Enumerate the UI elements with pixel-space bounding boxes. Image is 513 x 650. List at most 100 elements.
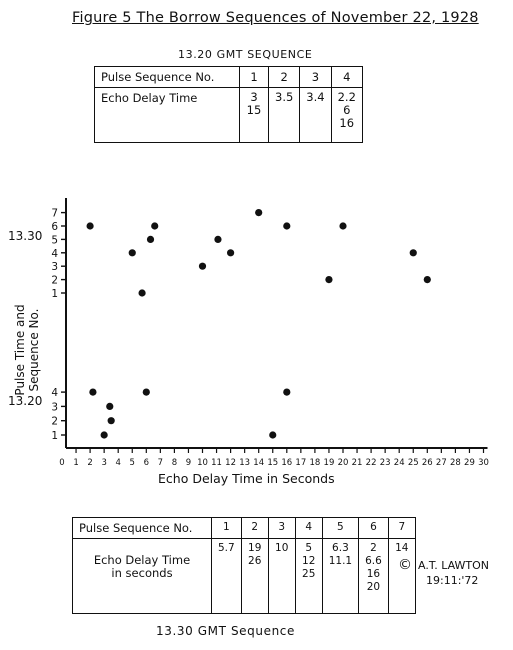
- x-tick-label: 4: [115, 458, 120, 468]
- x-tick-label: 21: [352, 458, 363, 468]
- delay-value: 26: [248, 555, 262, 567]
- bottom-table-delays-3: 10: [267, 538, 296, 614]
- x-tick-label: 7: [158, 458, 163, 468]
- bottom-table-seq-3: 3: [267, 517, 296, 539]
- data-point: [339, 222, 347, 230]
- x-tick-label: 3: [101, 458, 106, 468]
- bottom-table-header-label: Pulse Sequence No.: [72, 517, 212, 539]
- data-point: [198, 262, 207, 270]
- y-axis-label-line1: Pulse Time and: [13, 304, 27, 395]
- group-label-13-30: 13.30: [8, 229, 42, 243]
- bottom-table-delays-5: 6.3 11.1: [321, 538, 360, 614]
- x-tick-label: 28: [450, 458, 461, 468]
- delay-value: 3: [250, 90, 258, 104]
- copyright-icon: ©: [398, 557, 412, 573]
- delay-value: 10: [275, 542, 289, 554]
- y-tick-label: 1: [51, 430, 58, 442]
- data-point: [227, 249, 235, 257]
- data-points: [86, 209, 431, 439]
- bottom-table-delays-7: 14: [387, 538, 416, 614]
- x-tick-label: 16: [281, 458, 292, 468]
- data-point: [146, 235, 155, 243]
- delay-value: 6: [343, 103, 351, 117]
- data-point: [269, 431, 277, 439]
- top-table-row-label: Echo Delay Time: [94, 87, 240, 143]
- delay-value: 20: [366, 581, 381, 593]
- data-point: [214, 235, 222, 243]
- data-point: [107, 417, 115, 425]
- top-table-header-label: Pulse Sequence No.: [94, 66, 240, 88]
- data-point: [283, 222, 291, 230]
- author-name: A.T. LAWTON: [418, 559, 490, 572]
- x-tick-label: 26: [422, 458, 433, 468]
- x-tick-label: 5: [130, 458, 135, 468]
- group-label-13-20: 13.20: [8, 394, 42, 408]
- bottom-table-caption: 13.30 GMT Sequence: [156, 624, 295, 638]
- chart-axes: [65, 198, 488, 449]
- data-point: [283, 388, 291, 396]
- data-point: [89, 388, 97, 396]
- x-tick-label: 29: [464, 458, 475, 468]
- x-tick-label: 0: [59, 458, 64, 468]
- y-tick-label: 7: [51, 208, 58, 220]
- delay-value: 16: [366, 568, 381, 580]
- top-table-delays-3: 3.4: [299, 87, 332, 143]
- x-tick-label: 17: [295, 458, 306, 468]
- y-tick-label: 2: [51, 416, 58, 428]
- delay-value: 6.6: [365, 555, 382, 567]
- delay-value: 2: [370, 542, 377, 554]
- bottom-table-seq-5: 5: [321, 517, 360, 539]
- data-point: [151, 222, 159, 230]
- x-tick-label: 30: [478, 458, 489, 468]
- data-point: [409, 249, 417, 257]
- author-credit: © A.T. LAWTON 19:11:'72: [398, 558, 489, 588]
- x-tick-label: 23: [380, 458, 391, 468]
- top-table-seq-1: 1: [239, 66, 269, 88]
- x-tick-label: 2: [87, 458, 92, 468]
- delay-value: 5.7: [218, 542, 235, 554]
- data-point: [255, 209, 263, 217]
- bottom-table-delays-4: 5 12 25: [294, 538, 323, 614]
- delay-value: 12: [302, 555, 316, 567]
- x-tick-label: 8: [172, 458, 177, 468]
- x-ticks: 0 1 2 3 4 5 6 7 8 9 10 11 12 13 14 15 16 17 18 19 20 21 22 23 24…: [59, 448, 489, 468]
- delay-value: 16: [339, 116, 355, 130]
- bottom-table-seq-2: 2: [240, 517, 269, 539]
- figure-title: Figure 5 The Borrow Sequences of Novembe…: [72, 10, 479, 26]
- data-point: [142, 388, 150, 396]
- x-tick-label: 1: [73, 458, 78, 468]
- delay-value: 14: [395, 542, 409, 554]
- x-tick-label: 14: [253, 458, 264, 468]
- x-tick-label: 10: [197, 458, 208, 468]
- y-axis-label-line2: Sequence No.: [27, 309, 41, 392]
- bottom-table-row-label: Echo Delay Time in seconds: [72, 538, 212, 614]
- x-tick-label: 12: [225, 458, 236, 468]
- y-tick-label: 4: [51, 387, 58, 399]
- delay-value: 19: [248, 542, 262, 554]
- delay-value: 11.1: [328, 555, 353, 567]
- bottom-table-seq-4: 4: [294, 517, 323, 539]
- data-point: [138, 289, 146, 297]
- top-table-seq-2: 2: [267, 66, 301, 88]
- data-point: [325, 276, 333, 284]
- row-label-line1: Echo Delay Time: [93, 553, 191, 567]
- x-axis-label: Echo Delay Time in Seconds: [158, 471, 335, 486]
- delay-value: 3.5: [275, 90, 294, 104]
- y-tick-label: 3: [51, 401, 58, 413]
- data-point: [423, 276, 431, 284]
- x-tick-label: 22: [366, 458, 377, 468]
- bottom-table-seq-7: 7: [387, 517, 416, 539]
- delay-value: 3.4: [306, 90, 325, 104]
- data-point: [100, 431, 108, 439]
- y-tick-label: 4: [51, 248, 58, 260]
- x-tick-label: 25: [408, 458, 419, 468]
- top-sequence-table: Pulse Sequence No. 1 2 3 4 Echo Delay Ti…: [94, 66, 363, 143]
- y-tick-label: 2: [51, 275, 58, 287]
- bottom-table-seq-1: 1: [211, 517, 242, 539]
- data-point: [128, 249, 136, 257]
- delay-value: 6.3: [332, 542, 349, 554]
- top-table-caption: 13.20 GMT SEQUENCE: [178, 48, 313, 61]
- delay-value: 25: [302, 568, 316, 580]
- x-tick-label: 15: [267, 458, 278, 468]
